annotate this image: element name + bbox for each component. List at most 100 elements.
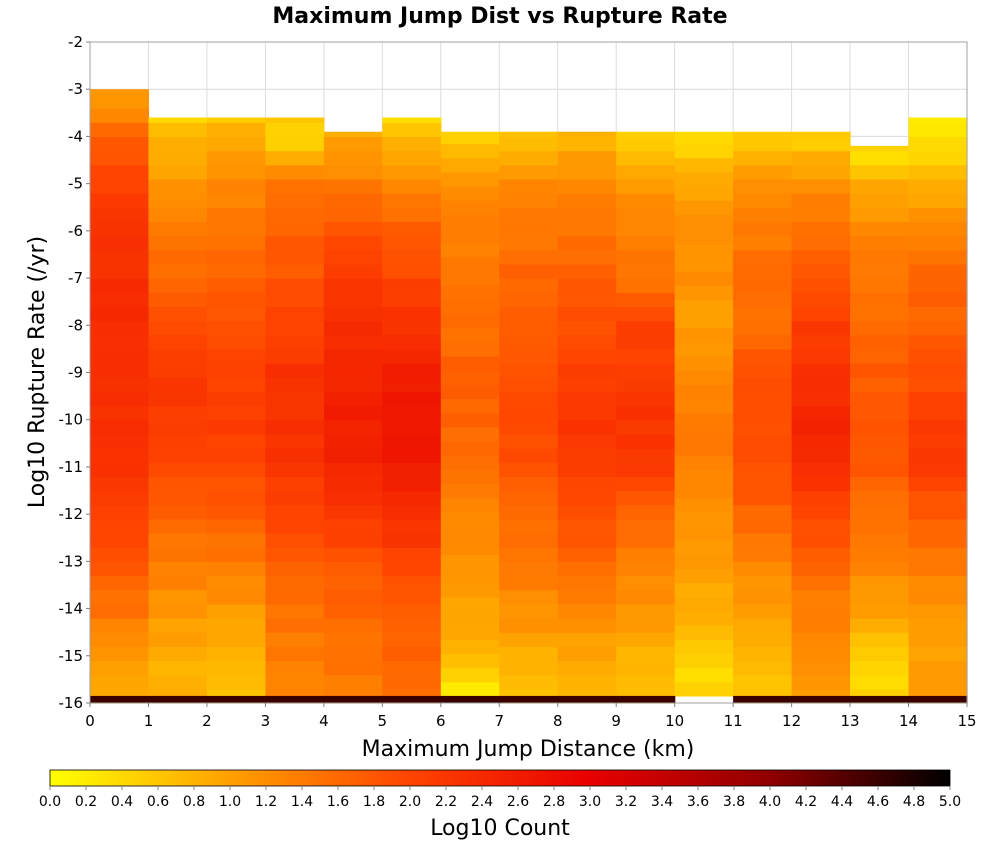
heatmap-cell — [265, 462, 325, 477]
colorbar-tick-label: 4.0 — [759, 794, 781, 810]
heatmap-cell — [206, 150, 266, 166]
heatmap-cell — [440, 511, 500, 527]
heatmap-cell — [733, 178, 793, 194]
heatmap-cell — [616, 433, 676, 449]
heatmap-cell — [850, 433, 910, 449]
heatmap-cell — [323, 334, 383, 350]
heatmap-cell — [616, 547, 676, 562]
heatmap-cell — [440, 327, 500, 343]
heatmap-cell — [791, 419, 851, 435]
colorbar-tick-label: 3.4 — [651, 794, 673, 810]
heatmap-cell — [733, 448, 793, 463]
heatmap-cell — [382, 320, 442, 336]
heatmap-cell — [674, 228, 734, 244]
heatmap-cell — [382, 632, 442, 647]
heatmap-cell — [440, 667, 500, 683]
heatmap-cell — [616, 490, 676, 506]
heatmap-cell — [323, 646, 383, 662]
heatmap-cell — [148, 547, 208, 562]
heatmap-cell — [674, 327, 734, 343]
heatmap-cell — [557, 150, 617, 166]
heatmap-cell — [616, 306, 676, 322]
heatmap-cell — [323, 533, 383, 548]
heatmap-cell — [323, 320, 383, 336]
heatmap-cell — [557, 320, 617, 336]
heatmap-cell — [382, 646, 442, 662]
heatmap-cell — [90, 334, 150, 350]
heatmap-cell — [323, 292, 383, 307]
heatmap-cell — [499, 632, 559, 647]
heatmap-cell — [908, 533, 968, 548]
heatmap-cell — [908, 575, 968, 591]
heatmap-cell — [440, 242, 500, 258]
heatmap-cell — [557, 221, 617, 237]
heatmap-cell — [206, 136, 266, 152]
heatmap-cell — [557, 131, 617, 138]
heatmap-cell — [382, 306, 442, 322]
heatmap-cell — [616, 164, 676, 180]
heatmap-cell — [90, 603, 150, 619]
heatmap-cell — [90, 674, 150, 690]
heatmap-cell — [148, 448, 208, 463]
heatmap-cell — [382, 618, 442, 633]
heatmap-cell — [265, 122, 325, 138]
heatmap-cell — [148, 660, 208, 676]
heatmap-cell — [148, 150, 208, 166]
x-tick-label: 1 — [144, 712, 154, 730]
heatmap-cell — [674, 157, 734, 173]
heatmap-cell — [90, 193, 150, 208]
heatmap-cell — [323, 193, 383, 208]
heatmap-cell — [382, 433, 442, 449]
heatmap-cell — [148, 561, 208, 577]
heatmap-cell — [791, 561, 851, 577]
heatmap-cell — [557, 306, 617, 322]
heatmap-cell — [557, 136, 617, 152]
heatmap-cell — [323, 348, 383, 364]
heatmap-cell — [674, 525, 734, 541]
heatmap-cell — [499, 377, 559, 392]
heatmap-cell — [908, 476, 968, 492]
heatmap-cell — [791, 547, 851, 562]
heatmap-cell — [791, 462, 851, 477]
heatmap-cell — [206, 405, 266, 421]
heatmap-cell — [616, 221, 676, 237]
heatmap-cell — [850, 363, 910, 378]
heatmap-cell — [733, 646, 793, 662]
heatmap-cell — [499, 263, 559, 279]
heatmap-cell — [206, 122, 266, 138]
heatmap-cell — [265, 448, 325, 463]
heatmap-cell — [148, 278, 208, 293]
heatmap-cell — [908, 419, 968, 435]
heatmap-cell — [850, 632, 910, 647]
heatmap-cell — [206, 419, 266, 435]
x-tick-label: 10 — [665, 712, 684, 730]
heatmap-cell — [382, 547, 442, 562]
heatmap-cell — [382, 674, 442, 690]
heatmap-cell — [440, 568, 500, 584]
y-tick-label: -2 — [68, 33, 83, 51]
heatmap-cell — [791, 221, 851, 237]
heatmap-cell — [733, 504, 793, 520]
heatmap-cell — [90, 448, 150, 463]
heatmap-cell — [440, 370, 500, 385]
heatmap-cell — [90, 93, 150, 109]
heatmap-cell — [791, 150, 851, 166]
heatmap-cell — [791, 131, 851, 138]
heatmap-cell — [674, 398, 734, 414]
heatmap-cell — [206, 618, 266, 633]
heatmap-cell — [791, 235, 851, 251]
heatmap-cell — [382, 518, 442, 534]
heatmap-cell — [440, 639, 500, 655]
heatmap-cell — [499, 462, 559, 477]
heatmap-cell — [499, 646, 559, 662]
heatmap-cell — [265, 117, 325, 123]
heatmap-cell-bottom — [908, 695, 968, 703]
heatmap-cell — [440, 625, 500, 640]
heatmap-cell — [499, 178, 559, 194]
heatmap-cell — [382, 278, 442, 293]
heatmap-cell — [90, 547, 150, 562]
heatmap-cell — [850, 249, 910, 265]
heatmap-cell — [557, 278, 617, 293]
heatmap-cell — [382, 504, 442, 520]
